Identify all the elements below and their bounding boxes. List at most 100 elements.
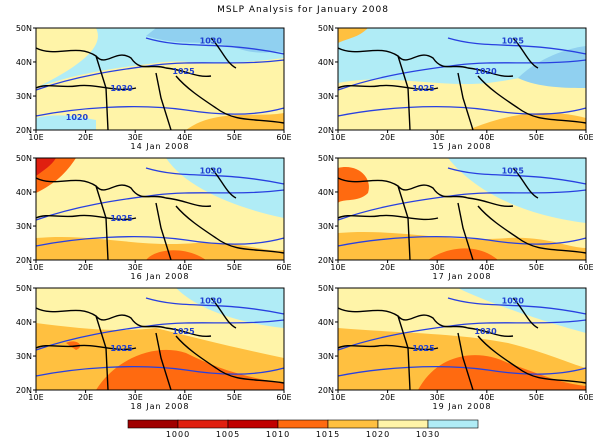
lon-tick-label: 20E: [380, 133, 395, 142]
lon-tick-label: 10E: [330, 393, 345, 402]
lon-tick-label: 50E: [529, 393, 544, 402]
coastline: [35, 344, 137, 351]
pressure-region: [36, 115, 96, 130]
lon-tick-label: 10E: [330, 133, 345, 142]
isobar-label: 1030: [200, 166, 223, 175]
isobar-label: 1030: [200, 296, 223, 305]
lat-tick-label: 20N: [16, 126, 32, 135]
map-frame: [337, 27, 587, 131]
lon-tick-label: 60E: [578, 133, 593, 142]
lon-tick-label: 50E: [227, 393, 242, 402]
lat-tick-label: 50N: [16, 284, 32, 293]
coastline: [512, 297, 539, 329]
lat-tick-label: 30N: [318, 352, 334, 361]
lat-tick-label: 20N: [318, 386, 334, 395]
isobar-line: [447, 297, 587, 315]
pressure-region: [186, 113, 284, 130]
lat-tick-label: 50N: [318, 154, 334, 163]
lon-tick-label: 30E: [128, 133, 143, 142]
colorbar-swatch: [277, 419, 329, 429]
lat-tick-label: 20N: [16, 386, 32, 395]
coastline: [337, 344, 439, 351]
lat-tick-label: 40N: [318, 318, 334, 327]
pressure-region: [146, 250, 206, 260]
map-frame: [35, 287, 285, 391]
colorbar-label: 1020: [366, 430, 390, 439]
coastline: [210, 37, 237, 69]
colorbar-label: 1030: [416, 430, 440, 439]
coastline: [175, 335, 285, 384]
coastline: [35, 47, 212, 78]
isobar-label: 1030: [502, 296, 525, 305]
lon-tick-label: 10E: [28, 393, 43, 402]
isobar-line: [35, 189, 285, 221]
pressure-region: [468, 112, 586, 130]
isobar-line: [337, 319, 587, 351]
coastline: [457, 332, 474, 391]
lon-tick-label: 50E: [529, 263, 544, 272]
colorbar-swatch: [377, 419, 429, 429]
lat-tick-label: 40N: [16, 58, 32, 67]
lon-tick-label: 10E: [28, 133, 43, 142]
pressure-region: [36, 158, 56, 176]
lat-tick-label: 40N: [16, 318, 32, 327]
coastline: [175, 75, 285, 124]
lon-tick-label: 30E: [430, 393, 445, 402]
lon-tick-label: 20E: [78, 393, 93, 402]
lat-tick-label: 20N: [318, 256, 334, 265]
lon-tick-label: 40E: [479, 133, 494, 142]
isobar-line: [145, 37, 285, 55]
panel-date: 14 Jan 2008: [131, 142, 190, 151]
map-panel: 10E 20E 30E 40E 50E 60E 50N 40N 30N 20N 1025 17 Jan…: [318, 154, 594, 281]
coastline: [457, 72, 474, 131]
colorbar-label: 1015: [316, 430, 340, 439]
map-frame: [337, 287, 587, 391]
lat-tick-label: 30N: [318, 92, 334, 101]
lon-tick-label: 60E: [276, 263, 291, 272]
isobar-label: 1020: [474, 67, 497, 76]
colorbar-swatch: [177, 419, 229, 429]
isobar-line: [337, 236, 587, 247]
colorbar-label: 1000: [166, 430, 190, 439]
coastline: [35, 84, 137, 91]
lat-tick-label: 40N: [318, 188, 334, 197]
isobar-label: 1030: [474, 327, 497, 336]
coastline: [35, 307, 212, 338]
lat-tick-label: 30N: [16, 92, 32, 101]
colorbar-label: 1005: [216, 430, 240, 439]
lat-tick-label: 40N: [318, 58, 334, 67]
lon-tick-label: 10E: [330, 263, 345, 272]
coastline: [210, 297, 237, 329]
isobar-label: 1030: [110, 84, 133, 93]
lon-tick-label: 40E: [479, 263, 494, 272]
isobar-label: 1020: [66, 113, 89, 122]
isobar-label: 1025: [172, 327, 195, 336]
colorbar-swatch: [427, 419, 479, 429]
lon-tick-label: 30E: [128, 263, 143, 272]
lon-tick-label: 10E: [28, 263, 43, 272]
lat-tick-label: 30N: [16, 352, 32, 361]
coastline: [155, 202, 172, 261]
isobar-label: 1025: [172, 67, 195, 76]
colorbar: 1000 1005 1010 1015 1020 1030: [127, 419, 479, 439]
coastline: [337, 307, 514, 338]
coastline: [477, 75, 587, 124]
lon-tick-label: 40E: [479, 393, 494, 402]
isobar-line: [35, 106, 285, 117]
isobar-label: 1025: [412, 344, 435, 353]
lon-tick-label: 50E: [227, 133, 242, 142]
colorbar-swatch: [127, 419, 179, 429]
isobar-label: 1025: [110, 214, 133, 223]
coastline: [512, 37, 539, 69]
coastline: [337, 177, 514, 208]
map-panel: 10E 20E 30E 40E 50E 60E 50N 40N 30N 20N 1025 1025 10…: [318, 24, 594, 151]
lon-tick-label: 60E: [578, 393, 593, 402]
isobar-line: [35, 319, 285, 351]
lon-tick-label: 60E: [578, 263, 593, 272]
map-panel: 10E 20E 30E 40E 50E 60E 50N 40N 30N 20N 1030 1030 10…: [16, 24, 292, 151]
lon-tick-label: 50E: [529, 133, 544, 142]
map-panel: 10E 20E 30E 40E 50E 60E 50N 40N 30N 20N 1030 1025 10…: [318, 284, 594, 411]
isobar-line: [447, 37, 587, 55]
isobar-line: [337, 189, 587, 221]
